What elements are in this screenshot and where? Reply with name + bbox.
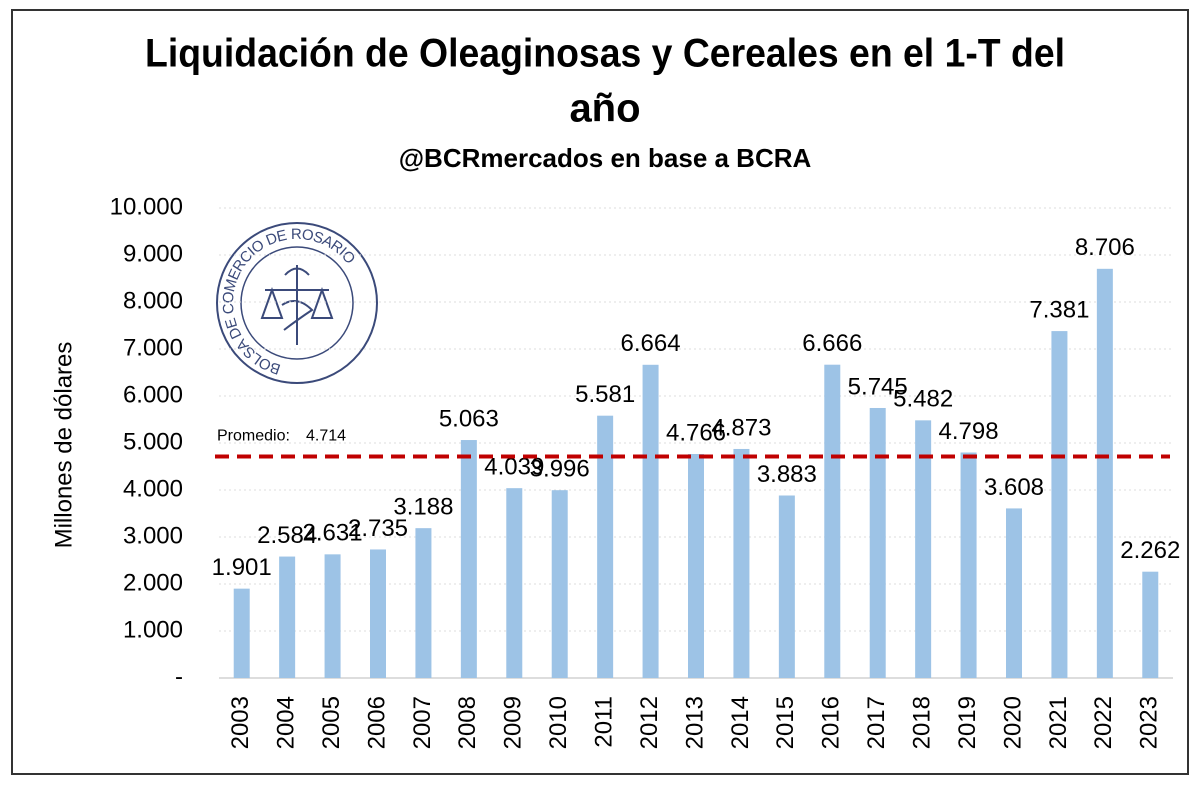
- logo-ring: [240, 246, 354, 360]
- x-tick-label: 2006: [363, 696, 390, 749]
- value-label: 3.608: [984, 474, 1044, 501]
- y-axis-title: Millones de dólares: [50, 342, 77, 549]
- y-tick-label: 3.000: [123, 522, 183, 549]
- bar: [824, 364, 841, 678]
- y-tick-label: 4.000: [123, 475, 183, 502]
- x-tick-label: 2005: [318, 696, 345, 749]
- average-label: Promedio:: [217, 428, 290, 445]
- bar: [1096, 268, 1113, 678]
- x-tick-label: 2021: [1045, 696, 1072, 749]
- y-tick-label: 5.000: [123, 428, 183, 455]
- x-tick-label: 2015: [772, 696, 799, 749]
- value-label: 3.188: [393, 494, 453, 521]
- x-tick-label: 2013: [681, 696, 708, 749]
- bar: [642, 364, 659, 678]
- value-label: 6.664: [621, 330, 681, 357]
- value-label: 7.381: [1029, 296, 1089, 323]
- average-value: 4.714: [306, 428, 346, 445]
- x-tick-label: 2019: [954, 696, 981, 749]
- bar: [597, 415, 614, 678]
- value-label: 2.735: [348, 515, 408, 542]
- value-label: 3.996: [530, 456, 590, 483]
- x-tick-label: 2010: [545, 696, 572, 749]
- chart-subtitle: @BCRmercados en base a BCRA: [399, 143, 812, 173]
- bar: [551, 490, 568, 678]
- value-label: 8.706: [1075, 234, 1135, 261]
- x-tick-label: 2004: [272, 696, 299, 749]
- value-label: 5.063: [439, 405, 499, 432]
- value-label: 5.745: [848, 373, 908, 400]
- bar: [1006, 508, 1022, 678]
- x-tick-label: 2008: [454, 696, 481, 749]
- value-label: 4.873: [711, 414, 771, 441]
- value-label: 4.766: [666, 419, 726, 446]
- bar: [370, 549, 386, 678]
- y-tick-label: 2.000: [123, 569, 183, 596]
- x-tick-label: 2023: [1136, 696, 1163, 749]
- bar: [415, 528, 432, 678]
- y-tick-label: 6.000: [123, 381, 183, 408]
- x-tick-label: 2011: [590, 696, 617, 748]
- bar: [1142, 571, 1159, 678]
- x-tick-label: 2016: [818, 696, 845, 749]
- logo: BOLSA DE COMERCIO DE ROSARIO: [216, 222, 378, 384]
- value-label: 3.883: [757, 461, 817, 488]
- bar: [688, 453, 704, 678]
- bar: [869, 407, 886, 678]
- bar: [960, 452, 977, 678]
- y-tick-label: 7.000: [123, 334, 183, 361]
- value-label: 5.581: [575, 381, 635, 408]
- x-tick-label: 2014: [727, 696, 754, 749]
- y-tick-label: -: [175, 663, 183, 690]
- bar: [460, 440, 477, 678]
- y-tick-label: 9.000: [123, 240, 183, 267]
- x-tick-label: 2003: [227, 696, 254, 749]
- bar: [324, 554, 341, 678]
- x-tick-label: 2017: [863, 696, 890, 749]
- value-label: 1.901: [212, 554, 272, 581]
- bar: [279, 556, 296, 678]
- chart-title: Liquidación de Oleaginosas y Cereales en…: [145, 32, 1065, 76]
- value-label: 2.631: [303, 520, 363, 547]
- x-tick-label: 2009: [500, 696, 527, 749]
- bar: [733, 448, 750, 678]
- value-label: 6.666: [802, 330, 862, 357]
- value-label: 2.584: [257, 522, 317, 549]
- value-label: 5.482: [893, 386, 953, 413]
- x-tick-label: 2020: [999, 696, 1026, 749]
- logo-emblem: [260, 265, 334, 345]
- y-tick-label: 1.000: [123, 616, 183, 643]
- bar: [233, 588, 250, 678]
- y-tick-label: 8.000: [123, 287, 183, 314]
- value-label: 4.798: [939, 418, 999, 445]
- bar: [1051, 331, 1068, 678]
- x-tick-label: 2007: [409, 696, 436, 749]
- y-tick-label: 10.000: [110, 193, 183, 220]
- x-tick-label: 2018: [908, 696, 935, 749]
- value-label: 2.262: [1120, 537, 1180, 564]
- bar: [506, 488, 523, 678]
- chart-title: año: [569, 87, 640, 131]
- x-tick-label: 2012: [636, 696, 663, 749]
- x-tick-label: 2022: [1090, 696, 1117, 749]
- bar: [778, 495, 795, 678]
- bar: [915, 420, 932, 678]
